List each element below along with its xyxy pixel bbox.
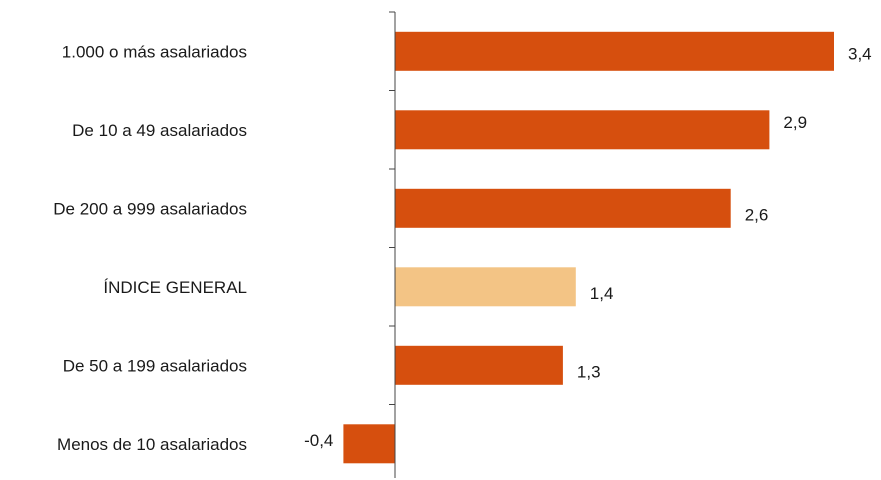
category-label-0: 1.000 o más asalariados: [62, 42, 247, 61]
category-label-1: De 10 a 49 asalariados: [72, 121, 247, 140]
value-label-4: 1,3: [577, 362, 601, 381]
category-label-3: ÍNDICE GENERAL: [103, 278, 247, 297]
value-label-5: -0,4: [304, 431, 333, 450]
axis-group: [389, 11, 396, 478]
bar-4: [395, 345, 563, 385]
category-label-5: Menos de 10 asalariados: [57, 435, 247, 454]
bar-5: [343, 424, 395, 464]
category-labels-group: 1.000 o más asalariados De 10 a 49 asalar…: [53, 42, 247, 454]
bar-3: [395, 267, 576, 307]
bar-2: [395, 188, 731, 228]
category-label-4: De 50 a 199 asalariados: [63, 356, 247, 375]
bars-group: [343, 31, 834, 464]
bar-0: [395, 31, 834, 71]
value-label-3: 1,4: [590, 284, 614, 303]
value-label-0: 3,4: [848, 44, 872, 63]
value-label-2: 2,6: [745, 205, 769, 224]
category-label-2: De 200 a 999 asalariados: [53, 199, 247, 218]
value-labels-group: 3,4 2,9 2,6 1,4 1,3 -0,4: [304, 44, 872, 450]
value-label-1: 2,9: [783, 113, 807, 132]
bar-1: [395, 110, 770, 150]
